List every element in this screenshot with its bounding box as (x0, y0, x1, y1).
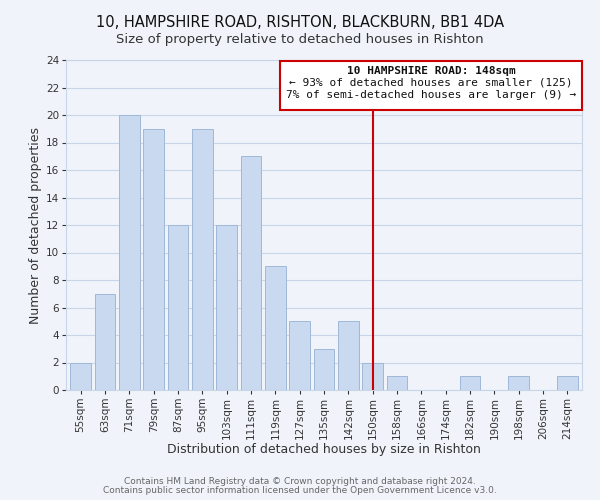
Text: 10, HAMPSHIRE ROAD, RISHTON, BLACKBURN, BB1 4DA: 10, HAMPSHIRE ROAD, RISHTON, BLACKBURN, … (96, 15, 504, 30)
Bar (386, 376, 407, 390)
Text: 10 HAMPSHIRE ROAD: 148sqm: 10 HAMPSHIRE ROAD: 148sqm (347, 66, 515, 76)
Bar (557, 376, 578, 390)
X-axis label: Distribution of detached houses by size in Rishton: Distribution of detached houses by size … (167, 443, 481, 456)
Bar (95, 294, 115, 390)
Text: Size of property relative to detached houses in Rishton: Size of property relative to detached ho… (116, 32, 484, 46)
Bar (338, 322, 359, 390)
Y-axis label: Number of detached properties: Number of detached properties (29, 126, 41, 324)
Bar (289, 322, 310, 390)
Bar (143, 128, 164, 390)
Bar (167, 225, 188, 390)
Text: Contains HM Land Registry data © Crown copyright and database right 2024.: Contains HM Land Registry data © Crown c… (124, 477, 476, 486)
Bar (460, 376, 481, 390)
Bar (314, 349, 334, 390)
Bar (192, 128, 212, 390)
Bar (362, 362, 383, 390)
Bar (508, 376, 529, 390)
Text: 7% of semi-detached houses are larger (9) →: 7% of semi-detached houses are larger (9… (286, 90, 576, 101)
Bar (119, 115, 140, 390)
Bar (241, 156, 262, 390)
Text: Contains public sector information licensed under the Open Government Licence v3: Contains public sector information licen… (103, 486, 497, 495)
Text: ← 93% of detached houses are smaller (125): ← 93% of detached houses are smaller (12… (289, 78, 573, 88)
Bar (216, 225, 237, 390)
Bar (70, 362, 91, 390)
Bar (265, 266, 286, 390)
FancyBboxPatch shape (280, 62, 582, 110)
